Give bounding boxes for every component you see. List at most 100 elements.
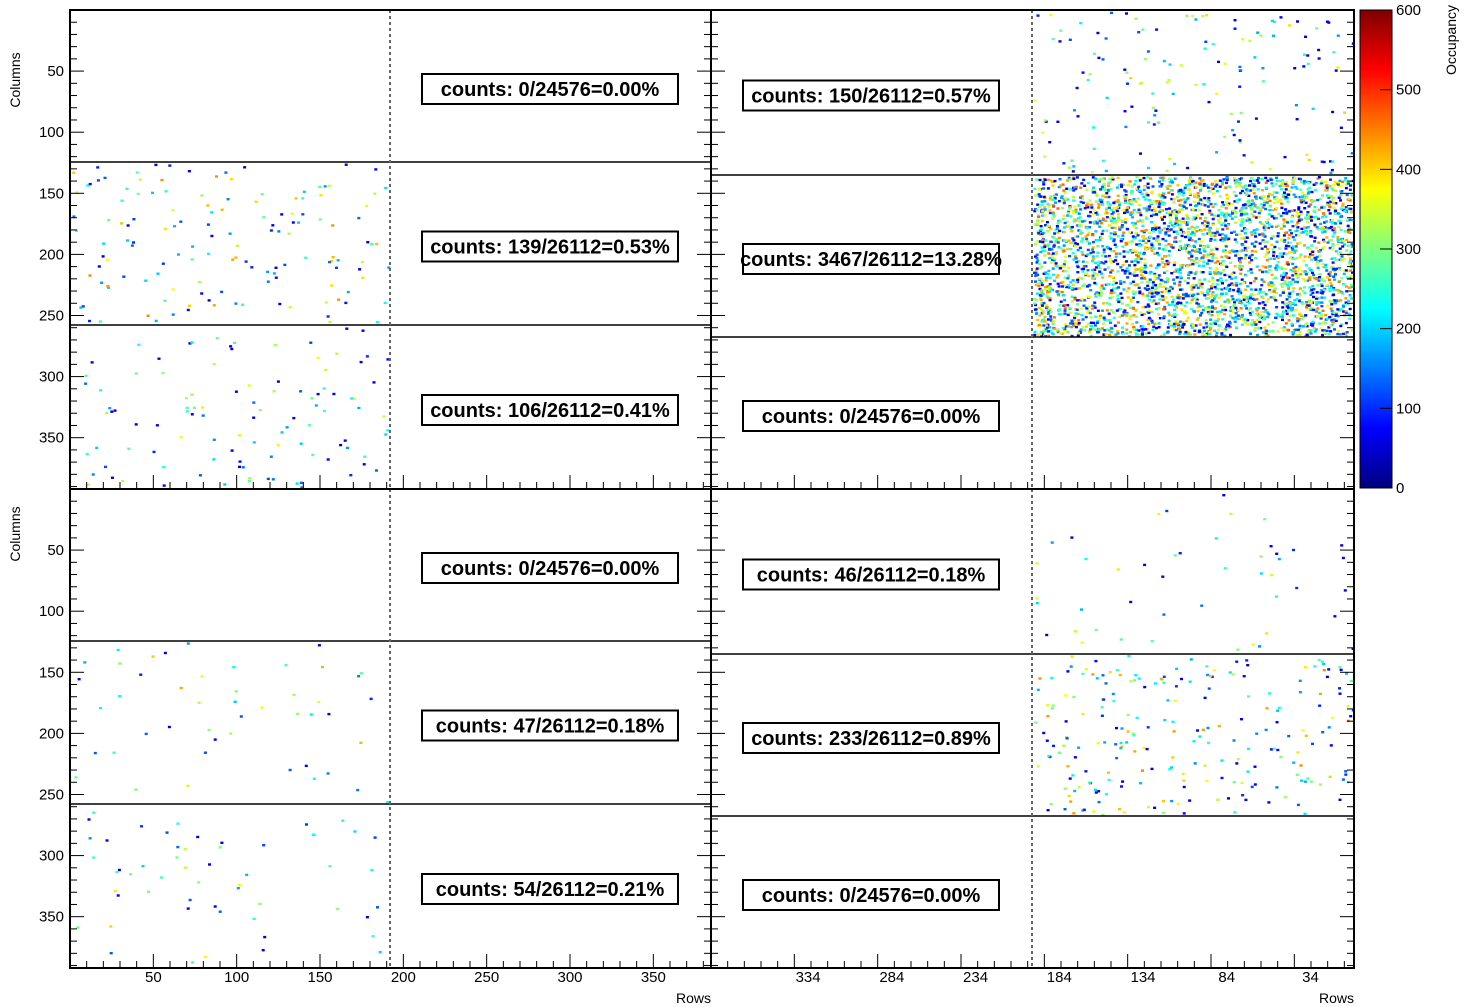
hit-cell [1162, 316, 1166, 320]
hit-cell [1084, 325, 1088, 328]
hit-cell [335, 266, 338, 269]
hit-cell [1114, 259, 1118, 262]
hit-cell [1105, 216, 1109, 219]
hit-cell [1067, 166, 1071, 169]
hit-cell [1317, 241, 1321, 244]
hit-cell [1287, 210, 1291, 213]
hit-cell [1103, 741, 1107, 744]
hit-cells-bottom-left-section-3 [76, 811, 382, 964]
hit-cell [179, 220, 183, 223]
hit-cell [1141, 275, 1145, 278]
hit-cell [1207, 312, 1211, 316]
hit-cell [1091, 207, 1095, 211]
hit-cell [1265, 632, 1269, 635]
hit-cell [212, 363, 216, 366]
hit-cell [1235, 284, 1239, 287]
hit-cell [1253, 245, 1257, 248]
hit-cell [1118, 228, 1122, 231]
panel-bottom-left: counts: 0/24576=0.00%counts: 47/26112=0.… [69, 488, 712, 969]
hit-cell [1154, 225, 1158, 229]
hit-cell [226, 198, 230, 201]
hit-cell [1240, 189, 1244, 193]
hit-cell [1280, 315, 1284, 319]
hit-cell [1152, 237, 1156, 240]
hit-cell [1268, 177, 1272, 180]
hit-cell [1052, 245, 1056, 248]
hit-cell [1283, 280, 1287, 283]
hit-cell [1280, 267, 1284, 270]
panel-top-right: counts: 150/26112=0.57%counts: 3467/2611… [710, 9, 1355, 490]
hit-cell [1227, 185, 1231, 188]
hit-cell [188, 304, 191, 307]
hit-cell [1313, 199, 1317, 202]
hit-cell [1224, 237, 1228, 240]
hit-cell [1319, 317, 1323, 320]
hit-cell [1054, 193, 1058, 196]
hit-cell [1272, 297, 1276, 300]
hit-cell [1101, 159, 1105, 163]
hit-cell [1036, 765, 1040, 768]
hit-cell [1156, 121, 1160, 124]
hit-cell [1261, 206, 1265, 209]
hit-cell [1098, 317, 1102, 320]
hit-cell [1309, 301, 1313, 304]
hit-cell [1274, 266, 1278, 270]
hit-cell [1342, 283, 1345, 286]
hit-cell [1275, 196, 1279, 200]
hit-cell [1284, 247, 1288, 250]
hit-cell [1055, 225, 1059, 228]
hit-cell [1189, 271, 1193, 274]
hit-cell [1219, 217, 1223, 220]
hit-cell [1181, 264, 1185, 267]
hit-cell [343, 439, 347, 442]
hit-cell [1152, 247, 1156, 251]
hit-cell [1338, 251, 1342, 254]
hit-cell [1119, 292, 1123, 295]
hit-cell [213, 738, 217, 741]
hit-cell [1269, 545, 1273, 548]
hit-cell [1209, 675, 1213, 678]
hit-cell [1254, 277, 1258, 280]
hit-cell [1080, 608, 1083, 611]
hit-cell [1110, 269, 1114, 272]
hit-cell [1043, 208, 1047, 211]
hit-cell [1194, 209, 1198, 212]
hit-cell [1184, 330, 1188, 334]
hit-cell [1092, 212, 1096, 216]
hit-cell [1167, 291, 1171, 294]
hit-cell [1100, 272, 1104, 275]
hit-cell [1200, 282, 1204, 286]
hit-cell [1345, 672, 1348, 675]
hit-cell [1193, 232, 1196, 235]
hit-cell [375, 242, 379, 246]
hit-cell [384, 187, 388, 190]
hit-cell [1279, 755, 1283, 759]
hit-cell [1223, 234, 1227, 237]
hit-cell [1339, 184, 1343, 188]
hit-cell [1330, 303, 1334, 306]
hit-cell [1336, 332, 1340, 336]
hit-cell [212, 304, 216, 307]
hit-cell [1326, 317, 1330, 320]
hit-cell [1151, 328, 1155, 332]
hit-cell [1107, 206, 1111, 210]
hit-cell [186, 784, 190, 788]
hit-cell [1191, 231, 1195, 234]
hit-cell [1241, 38, 1245, 41]
hit-cell [1171, 314, 1174, 317]
hit-cell [1045, 739, 1049, 742]
hit-cell [1197, 209, 1201, 212]
hit-cell [79, 306, 83, 309]
hit-cell [376, 906, 379, 909]
hit-cell [1176, 323, 1180, 327]
hit-cell [1306, 330, 1310, 333]
hit-cell [1154, 302, 1158, 305]
hit-cell [1238, 141, 1242, 144]
hit-cell [1185, 223, 1189, 226]
hit-cell [1048, 211, 1052, 215]
hit-cell [1131, 290, 1135, 293]
hit-cell [1293, 280, 1297, 284]
hit-cell [1169, 219, 1173, 223]
hit-cell [1082, 808, 1086, 811]
hit-cell [1338, 247, 1342, 250]
